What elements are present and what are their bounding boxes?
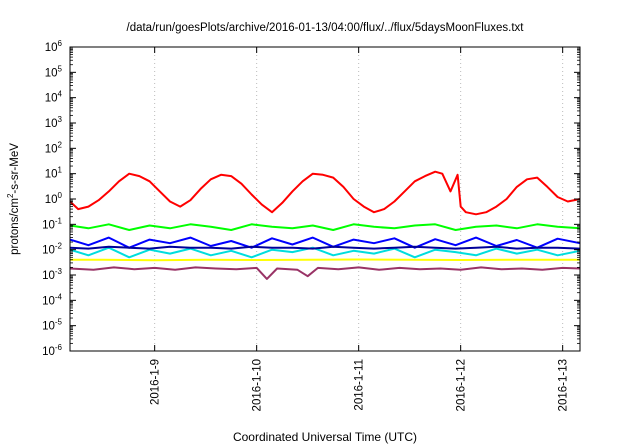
y-tick-label: 106 [45, 39, 63, 54]
y-tick-exp: 3 [58, 115, 63, 124]
y-tick-label: 10-4 [42, 292, 62, 307]
y-tick-base: 10 [42, 270, 55, 282]
y-tick-base: 10 [42, 321, 55, 333]
x-tick-label: 2016-1-12 [456, 359, 468, 411]
y-tick-label: 10-2 [42, 242, 62, 257]
x-tick-label: 2016-1-11 [354, 359, 366, 411]
series-line-3 [69, 236, 581, 249]
y-tick-exp: 0 [58, 191, 63, 200]
y-tick-base: 10 [45, 67, 58, 79]
y-tick-base: 10 [45, 169, 58, 181]
axis-layer: 10610510410310210110010-110-210-310-410-… [42, 39, 580, 411]
chart-title: /data/run/goesPlots/archive/2016-01-13/0… [127, 22, 525, 34]
series-line-1 [69, 223, 581, 231]
y-axis-label-sup: 2 [6, 193, 15, 198]
grid-lines [154, 47, 564, 351]
y-tick-base: 10 [42, 245, 55, 257]
y-tick-label: 10-6 [42, 343, 62, 358]
y-tick-label: 100 [45, 191, 63, 206]
series-line-6 [69, 266, 581, 280]
y-tick-exp: -1 [55, 216, 63, 225]
y-axis-label-main: protons/cm [9, 198, 21, 255]
x-axis-label: Coordinated Universal Time (UTC) [233, 430, 417, 444]
y-tick-label: 103 [45, 115, 63, 130]
y-tick-exp: 2 [58, 140, 63, 149]
series-layer [69, 170, 581, 280]
y-tick-label: 10-1 [42, 216, 62, 231]
y-tick-base: 10 [45, 143, 58, 155]
y-tick-exp: 5 [58, 64, 63, 73]
y-tick-exp: -2 [55, 242, 63, 251]
y-tick-label: 101 [45, 166, 63, 181]
y-tick-label: 105 [45, 64, 63, 79]
y-tick-exp: -5 [55, 318, 63, 327]
y-tick-base: 10 [45, 42, 58, 54]
plot-frame [69, 46, 581, 352]
y-tick-base: 10 [42, 219, 55, 231]
x-tick-label: 2016-1-13 [558, 359, 570, 411]
y-tick-base: 10 [42, 346, 55, 358]
series-line-2 [69, 246, 581, 259]
y-axis-label: protons/cm2-s-sr-MeV [6, 143, 21, 255]
y-tick-base: 10 [45, 118, 58, 130]
y-tick-label: 102 [45, 140, 63, 155]
y-tick-base: 10 [45, 93, 58, 105]
y-tick-exp: 4 [58, 90, 63, 99]
series-line-0 [69, 170, 581, 216]
y-tick-exp: -6 [55, 343, 63, 352]
y-tick-exp: -3 [55, 267, 63, 276]
x-tick-label: 2016-1-9 [150, 359, 162, 405]
x-tick-label: 2016-1-10 [252, 359, 264, 411]
y-tick-label: 104 [45, 90, 63, 105]
y-tick-exp: 1 [58, 166, 63, 175]
series-line-4 [69, 245, 581, 250]
y-tick-exp: -4 [55, 292, 63, 301]
y-tick-exp: 6 [58, 39, 63, 48]
y-axis-label-rest: -s-sr-MeV [9, 143, 21, 194]
y-tick-base: 10 [45, 194, 58, 206]
y-tick-label: 10-3 [42, 267, 62, 282]
y-tick-base: 10 [42, 295, 55, 307]
series-line-5 [70, 258, 580, 262]
y-tick-label: 10-5 [42, 318, 62, 333]
